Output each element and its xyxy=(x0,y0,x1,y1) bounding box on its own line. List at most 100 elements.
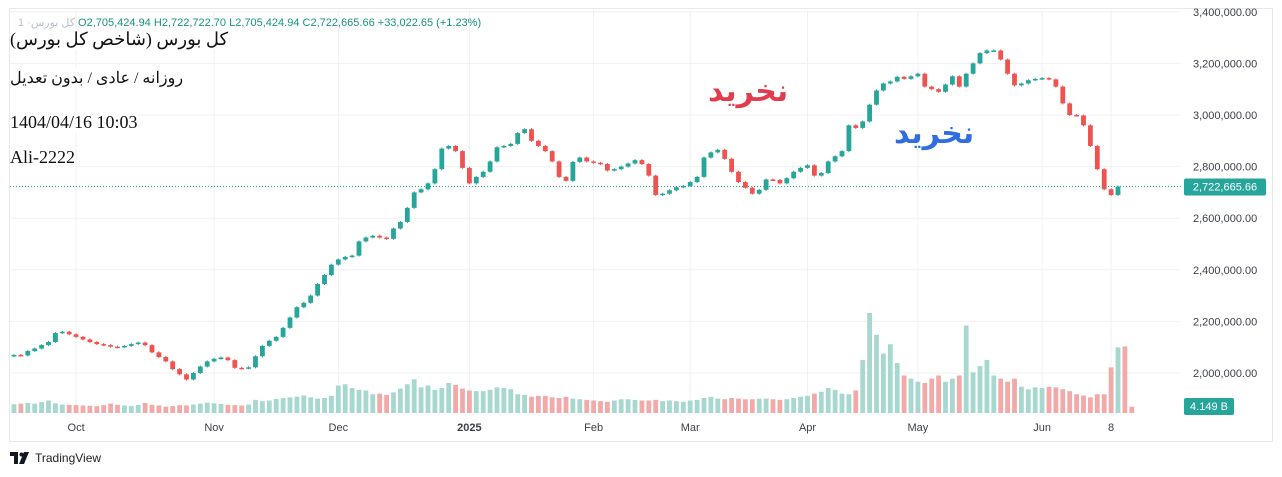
tradingview-logo[interactable]: TradingView xyxy=(10,451,101,465)
candle xyxy=(1115,186,1121,195)
volume-bar xyxy=(867,313,872,413)
candle xyxy=(246,367,251,369)
volume-bar xyxy=(743,399,748,413)
candle xyxy=(211,358,217,362)
volume-bar xyxy=(363,390,369,413)
volume-bar xyxy=(432,389,438,413)
y-tick-label: 3,200,000.00 xyxy=(1193,58,1257,70)
candle xyxy=(805,165,810,168)
volume-bar xyxy=(591,400,596,413)
volume-bar xyxy=(839,393,845,413)
candle xyxy=(46,342,51,346)
volume-bar xyxy=(439,388,445,413)
volume-bar xyxy=(122,405,127,413)
volume-bar xyxy=(1032,387,1038,413)
candle xyxy=(191,373,196,380)
volume-bar xyxy=(329,395,334,413)
volume-bar xyxy=(204,402,210,413)
volume-bar xyxy=(170,406,176,413)
volume-tag-bg xyxy=(1184,398,1234,415)
candle xyxy=(777,180,783,184)
x-tick-label: May xyxy=(908,422,929,434)
candle xyxy=(839,151,845,157)
chart-title: کل بورس (شاخص کل بورس) xyxy=(10,29,235,50)
candle xyxy=(39,345,44,349)
volume-bar xyxy=(480,391,486,413)
volume-bar xyxy=(943,381,948,413)
candle xyxy=(770,179,776,181)
candle xyxy=(977,53,983,64)
candle xyxy=(25,351,31,356)
candle xyxy=(618,166,624,170)
candle xyxy=(832,156,838,162)
candle xyxy=(956,76,962,87)
volume-bar xyxy=(384,394,389,413)
candle xyxy=(163,357,169,362)
volume-bar xyxy=(253,399,258,413)
candle xyxy=(425,183,431,190)
volume-bar xyxy=(853,390,859,413)
volume-bar xyxy=(370,394,376,413)
candle xyxy=(991,50,997,52)
volume-bar xyxy=(915,381,921,413)
volume-bar xyxy=(832,389,838,413)
candle xyxy=(570,161,576,181)
volume-bar xyxy=(218,403,224,413)
volume-bar xyxy=(549,397,555,413)
candle xyxy=(894,76,900,82)
chart-datetime: 1404/04/16 10:03 xyxy=(10,112,138,133)
y-tick-label: 2,200,000.00 xyxy=(1193,316,1257,328)
candle xyxy=(460,151,465,168)
candle xyxy=(149,345,155,353)
candle xyxy=(605,164,610,171)
candle xyxy=(563,176,569,181)
x-tick-label: Nov xyxy=(204,422,224,434)
volume-bar xyxy=(936,375,941,413)
volume-bar xyxy=(894,363,900,413)
chart-frame[interactable] xyxy=(9,8,1273,442)
candle xyxy=(308,295,314,303)
volume-tag: 4.149 B xyxy=(1190,401,1228,413)
candle xyxy=(446,145,452,149)
volume-bar xyxy=(315,398,320,413)
volume-bar xyxy=(984,359,990,413)
candle xyxy=(32,348,38,352)
candle xyxy=(611,169,617,171)
volume-bar xyxy=(674,401,679,413)
candle xyxy=(998,50,1004,60)
volume-bar xyxy=(667,400,672,413)
candle xyxy=(680,185,686,188)
volume-bar xyxy=(32,403,38,413)
open-value: O2,705,424.94 xyxy=(78,17,151,29)
volume-bar xyxy=(998,378,1004,413)
volume-bar xyxy=(273,398,279,413)
volume-bar xyxy=(11,404,17,413)
candle xyxy=(1088,125,1093,146)
volume-bar xyxy=(632,399,638,413)
candle xyxy=(1060,86,1066,104)
candle xyxy=(867,104,872,122)
volume-bar xyxy=(660,401,665,413)
candle xyxy=(729,158,734,172)
x-tick-label: Apr xyxy=(799,422,816,434)
volume-bar xyxy=(391,392,396,413)
candle xyxy=(204,361,210,367)
volume-bar xyxy=(646,400,652,413)
candle xyxy=(522,129,527,134)
volume-bar xyxy=(881,353,886,413)
candle xyxy=(135,342,141,345)
candle xyxy=(108,345,113,347)
volume-bar xyxy=(197,403,203,413)
candle xyxy=(818,173,824,176)
x-tick-label: Dec xyxy=(329,422,349,434)
candle xyxy=(1081,115,1086,126)
volume-bar xyxy=(618,399,624,413)
candle xyxy=(887,81,893,84)
x-tick-label: 8 xyxy=(1108,422,1114,434)
candle xyxy=(763,179,769,190)
candle xyxy=(218,357,224,360)
candle xyxy=(1012,73,1017,86)
volume-bar xyxy=(860,359,866,413)
volume-bar xyxy=(563,396,569,413)
